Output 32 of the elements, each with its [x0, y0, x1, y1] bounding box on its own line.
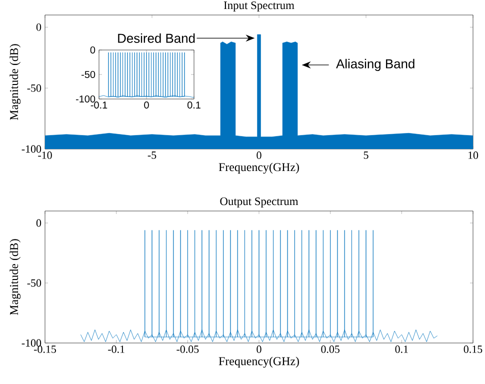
- x-tick-label: -0.15: [34, 346, 56, 353]
- x-axis-title: Frequency(GHz): [218, 162, 299, 174]
- y-tick-label: 0: [36, 219, 42, 227]
- x-tick-label: 0: [256, 152, 262, 159]
- x-axis-title: Frequency(GHz): [218, 356, 299, 368]
- y-tick-label: -100: [22, 145, 42, 153]
- y-tick-label: 0: [90, 46, 96, 54]
- x-tick-label: 0.1: [395, 346, 408, 353]
- x-tick-label: 0.15: [464, 346, 482, 353]
- x-tick-label: 0.05: [321, 346, 340, 353]
- x-tick-label: -5: [148, 152, 156, 159]
- y-axis-title: Magnitude (dB): [10, 44, 21, 120]
- chart-title: Input Spectrum: [224, 1, 294, 12]
- x-tick-label: -10: [38, 152, 52, 159]
- x-tick-label: 10: [468, 152, 478, 159]
- x-tick-label: 0: [256, 346, 262, 353]
- y-tick-label: 0: [36, 23, 42, 31]
- x-tick-label: -0.1: [108, 346, 124, 353]
- y-tick-label: -100: [76, 95, 96, 103]
- chart-title: Output Spectrum: [220, 197, 298, 208]
- y-tick-label: -50: [27, 84, 42, 92]
- x-tick-label: 0.1: [187, 102, 200, 109]
- x-tick-label: 5: [364, 152, 368, 159]
- x-tick-label: 0: [144, 102, 149, 109]
- y-axis-title: Magnitude (dB): [10, 239, 21, 316]
- annotation: Aliasing Band: [336, 58, 414, 71]
- annotation: Desired Band: [118, 33, 195, 43]
- y-tick-label: -100: [22, 339, 42, 347]
- y-tick-label: -50: [82, 70, 96, 78]
- x-tick-label: -0.05: [176, 346, 199, 353]
- x-tick-label: -0.1: [90, 102, 108, 109]
- y-tick-label: -50: [27, 279, 42, 287]
